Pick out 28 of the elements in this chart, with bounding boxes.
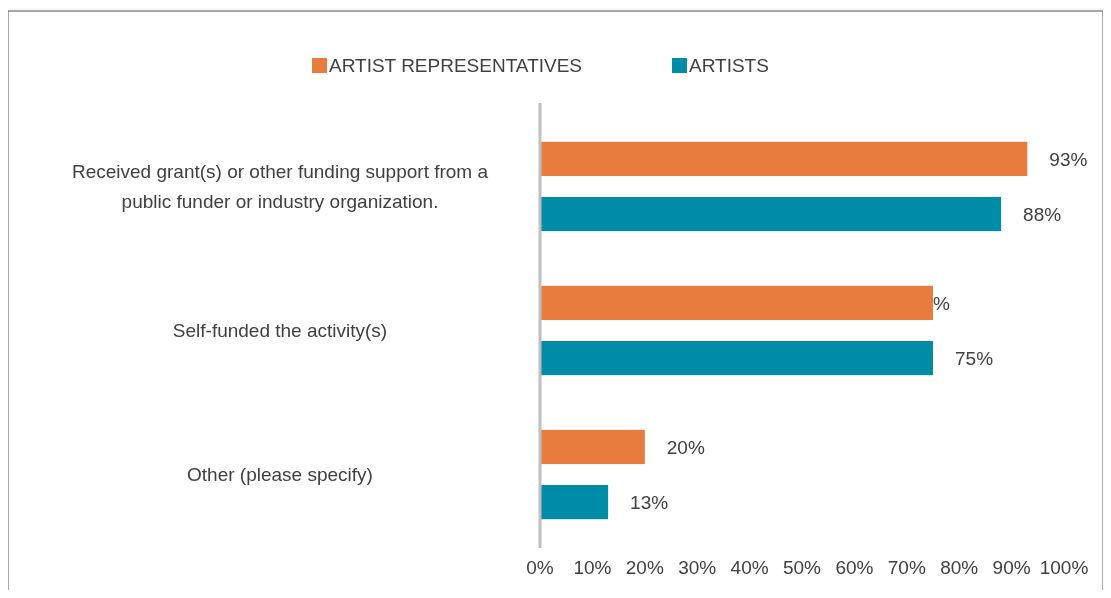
- bar: [540, 340, 933, 376]
- bar: [540, 485, 609, 520]
- bar: [540, 429, 645, 465]
- x-tick-label: 20%: [625, 557, 664, 578]
- bar: [540, 285, 933, 321]
- y-tick-label: Received grant(s) or other funding support from a public funder or industry organization.: [71, 161, 489, 213]
- x-tick-label: 80%: [940, 557, 979, 578]
- data-label: 13%: [630, 491, 669, 513]
- x-tick-label: 60%: [835, 557, 874, 578]
- x-tick-label: 0%: [526, 557, 554, 578]
- data-label: 75%: [955, 347, 994, 369]
- legend-label: ARTISTS: [689, 54, 769, 76]
- bar: [540, 141, 1028, 176]
- x-tick-label: 100%: [1039, 557, 1089, 578]
- data-label: 88%: [1023, 203, 1062, 225]
- bar: [540, 196, 1002, 232]
- x-tick-label: 30%: [678, 557, 717, 578]
- legend-label: ARTIST REPRESENTATIVES: [329, 54, 583, 76]
- x-tick-label: 90%: [992, 557, 1031, 578]
- x-tick-label: 50%: [782, 557, 822, 578]
- data-label: 93%: [1049, 148, 1088, 170]
- data-label: %: [933, 292, 950, 314]
- x-tick-label: 10%: [573, 557, 612, 578]
- y-tick-label: Self-funded the activity(s): [172, 320, 388, 342]
- y-tick-label: Other (please specify): [187, 464, 373, 486]
- data-label: 20%: [666, 436, 705, 458]
- x-tick-label: 70%: [887, 557, 926, 578]
- x-tick-label: 40%: [730, 557, 769, 578]
